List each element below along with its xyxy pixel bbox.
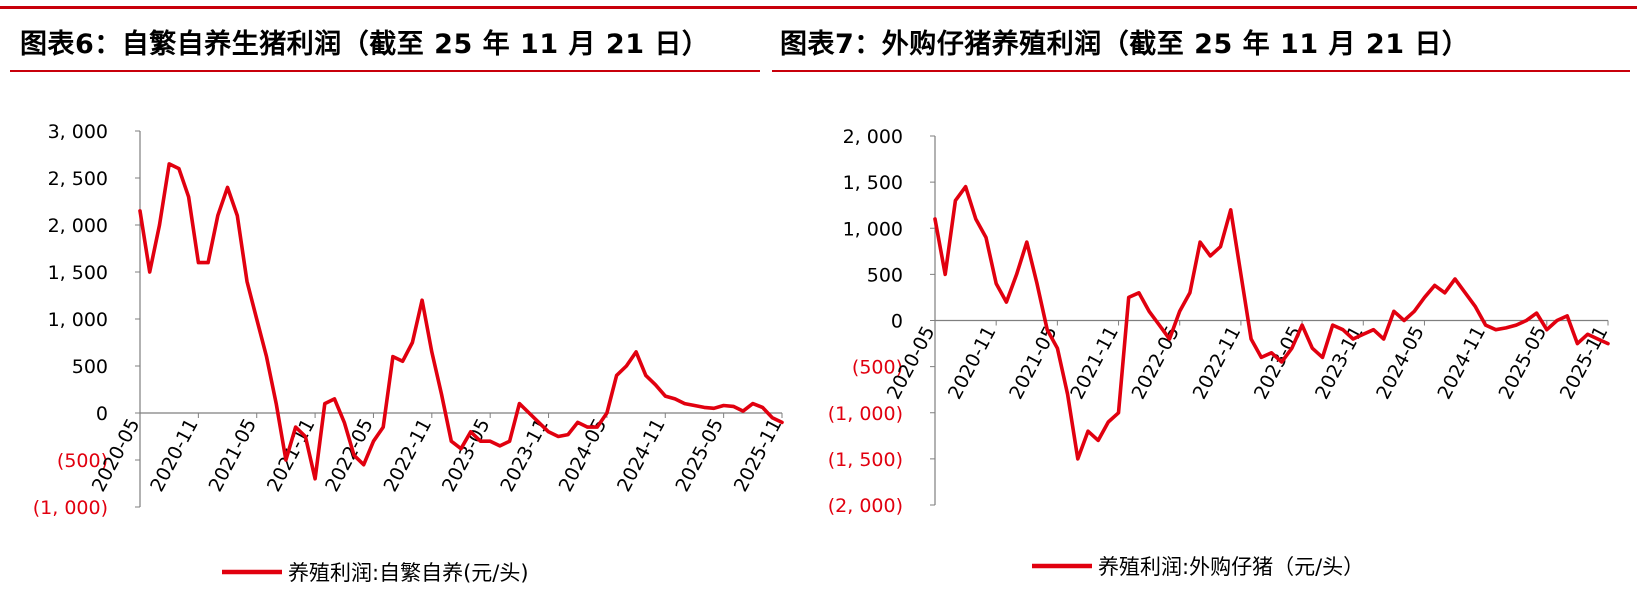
x-tick-label: 2025-05	[1495, 323, 1552, 403]
y-tick-label: 0	[891, 311, 903, 333]
y-tick-label: 500	[72, 356, 108, 378]
legend-label: 养殖利润:外购仔猪（元/头）	[1098, 555, 1364, 579]
self-breeding-profit-chart: 3, 000 2, 500 2, 000 1, 500 1, 000 500 0 (500) (…	[33, 121, 787, 585]
y-tick-label: 3, 000	[48, 121, 108, 143]
y-tick-label: 1, 000	[843, 218, 903, 240]
y-tick-label: (1, 500)	[828, 449, 903, 471]
x-tick-label: 2021-05	[1005, 323, 1062, 403]
x-tick-label: 2022-05	[1127, 323, 1184, 403]
y-tick-label: (1, 000)	[33, 497, 108, 519]
y-tick-label: (1, 000)	[828, 403, 903, 425]
top-accent-rule	[0, 6, 1637, 9]
left-title-underline	[10, 70, 760, 72]
y-tick-label: 1, 500	[48, 262, 108, 284]
y-tick-label: (500)	[57, 450, 108, 472]
y-tick-label: (500)	[852, 357, 903, 379]
y-tick-label: (2, 000)	[828, 495, 903, 517]
legend-label: 养殖利润:自繁自养(元/头)	[288, 561, 529, 585]
x-tick-label: 2024-11	[1433, 323, 1490, 403]
x-tick-label: 2021-11	[1066, 323, 1123, 403]
profit-series-line	[138, 162, 784, 481]
right-chart-title: 图表7：外购仔猪养殖利润（截至 25 年 11 月 21 日）	[780, 29, 1470, 60]
profit-series-line	[933, 184, 1610, 461]
right-title-underline	[772, 70, 1630, 72]
x-tick-label: 2020-11	[944, 323, 1001, 403]
x-tick-label: 2025-11	[1556, 323, 1613, 403]
y-tick-label: 1, 500	[843, 172, 903, 194]
y-tick-label: 500	[867, 264, 903, 286]
y-tick-label: 2, 000	[843, 126, 903, 148]
left-chart-title: 图表6：自繁自养生猪利润（截至 25 年 11 月 21 日）	[20, 29, 710, 60]
y-tick-label: 1, 000	[48, 309, 108, 331]
y-tick-label: 0	[96, 403, 108, 425]
x-tick-label: 2022-11	[1189, 323, 1246, 403]
y-tick-label: 2, 000	[48, 215, 108, 237]
y-tick-label: 2, 500	[48, 168, 108, 190]
